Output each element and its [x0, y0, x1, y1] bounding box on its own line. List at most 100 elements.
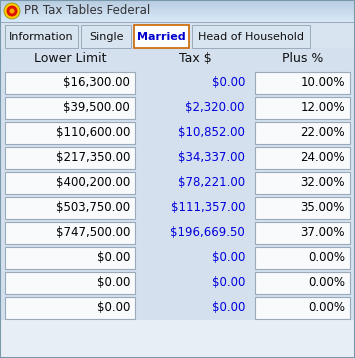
Bar — [0, 1, 355, 2]
Text: $503,750.00: $503,750.00 — [56, 201, 130, 214]
Text: $10,852.00: $10,852.00 — [178, 126, 245, 139]
Bar — [5, 222, 135, 244]
Bar — [255, 147, 350, 169]
Text: Tax $: Tax $ — [179, 53, 211, 66]
Text: Information: Information — [9, 32, 74, 42]
Bar — [0, 120, 355, 145]
Text: $0.00: $0.00 — [212, 276, 245, 289]
Bar — [5, 272, 135, 294]
Text: Head of Household: Head of Household — [198, 32, 304, 42]
Bar — [0, 170, 355, 195]
Text: $111,357.00: $111,357.00 — [170, 201, 245, 214]
Bar — [5, 122, 135, 144]
Text: $78,221.00: $78,221.00 — [178, 176, 245, 189]
Text: 12.00%: 12.00% — [300, 101, 345, 114]
Bar — [0, 21, 355, 22]
Text: $217,350.00: $217,350.00 — [56, 151, 130, 164]
Bar — [0, 48, 355, 70]
Text: Single: Single — [89, 32, 123, 42]
Text: 10.00%: 10.00% — [300, 76, 345, 89]
Bar — [0, 13, 355, 14]
Text: 24.00%: 24.00% — [300, 151, 345, 164]
Bar — [255, 247, 350, 269]
Text: $0.00: $0.00 — [212, 76, 245, 89]
Bar — [0, 145, 355, 170]
Bar — [255, 272, 350, 294]
Bar — [0, 95, 355, 120]
Circle shape — [4, 3, 20, 19]
Circle shape — [6, 5, 17, 16]
Bar — [0, 14, 355, 15]
Bar — [0, 9, 355, 10]
Text: 0.00%: 0.00% — [308, 276, 345, 289]
Text: $110,600.00: $110,600.00 — [56, 126, 130, 139]
Bar — [0, 295, 355, 320]
Bar — [255, 97, 350, 119]
Text: 32.00%: 32.00% — [300, 176, 345, 189]
Text: 22.00%: 22.00% — [300, 126, 345, 139]
Text: Married: Married — [137, 32, 186, 42]
Bar — [134, 25, 189, 48]
Bar — [5, 147, 135, 169]
Bar — [0, 270, 355, 295]
Text: $39,500.00: $39,500.00 — [63, 101, 130, 114]
Text: 0.00%: 0.00% — [308, 301, 345, 314]
Bar — [5, 25, 78, 48]
Bar — [5, 172, 135, 194]
Text: Lower Limit: Lower Limit — [34, 53, 106, 66]
Text: $34,337.00: $34,337.00 — [178, 151, 245, 164]
Bar — [255, 222, 350, 244]
Text: $16,300.00: $16,300.00 — [63, 76, 130, 89]
Text: $2,320.00: $2,320.00 — [186, 101, 245, 114]
Text: $400,200.00: $400,200.00 — [56, 176, 130, 189]
Bar — [5, 72, 135, 94]
Bar — [0, 16, 355, 17]
Bar — [0, 70, 355, 95]
Bar — [0, 3, 355, 4]
Text: $0.00: $0.00 — [97, 276, 130, 289]
Bar — [0, 11, 355, 12]
Bar — [81, 25, 131, 48]
Bar — [0, 6, 355, 7]
Bar — [0, 5, 355, 6]
Bar — [0, 0, 355, 1]
Bar — [5, 297, 135, 319]
Bar — [255, 197, 350, 219]
Text: 0.00%: 0.00% — [308, 251, 345, 264]
Bar — [0, 15, 355, 16]
Bar — [0, 22, 355, 23]
Bar — [255, 122, 350, 144]
Bar — [0, 19, 355, 20]
Bar — [0, 8, 355, 9]
Bar — [255, 297, 350, 319]
Text: $0.00: $0.00 — [97, 251, 130, 264]
Bar — [5, 97, 135, 119]
Bar — [0, 17, 355, 18]
Circle shape — [10, 9, 15, 14]
Bar — [0, 18, 355, 19]
Bar — [0, 22, 355, 48]
Bar — [0, 320, 355, 358]
Bar — [0, 7, 355, 8]
Bar — [0, 12, 355, 13]
Text: PR Tax Tables Federal: PR Tax Tables Federal — [24, 5, 150, 18]
Bar — [255, 172, 350, 194]
Text: Plus %: Plus % — [282, 53, 323, 66]
Bar — [0, 20, 355, 21]
Bar — [5, 247, 135, 269]
Bar — [5, 197, 135, 219]
Text: $747,500.00: $747,500.00 — [56, 226, 130, 239]
Text: $0.00: $0.00 — [97, 301, 130, 314]
Bar — [255, 72, 350, 94]
Text: $196,669.50: $196,669.50 — [170, 226, 245, 239]
Text: 37.00%: 37.00% — [300, 226, 345, 239]
Bar — [192, 25, 310, 48]
Text: $0.00: $0.00 — [212, 251, 245, 264]
Bar — [0, 220, 355, 245]
Text: $0.00: $0.00 — [212, 301, 245, 314]
Bar — [0, 195, 355, 220]
Bar — [0, 10, 355, 11]
Text: 35.00%: 35.00% — [301, 201, 345, 214]
Bar — [0, 245, 355, 270]
Bar — [0, 2, 355, 3]
